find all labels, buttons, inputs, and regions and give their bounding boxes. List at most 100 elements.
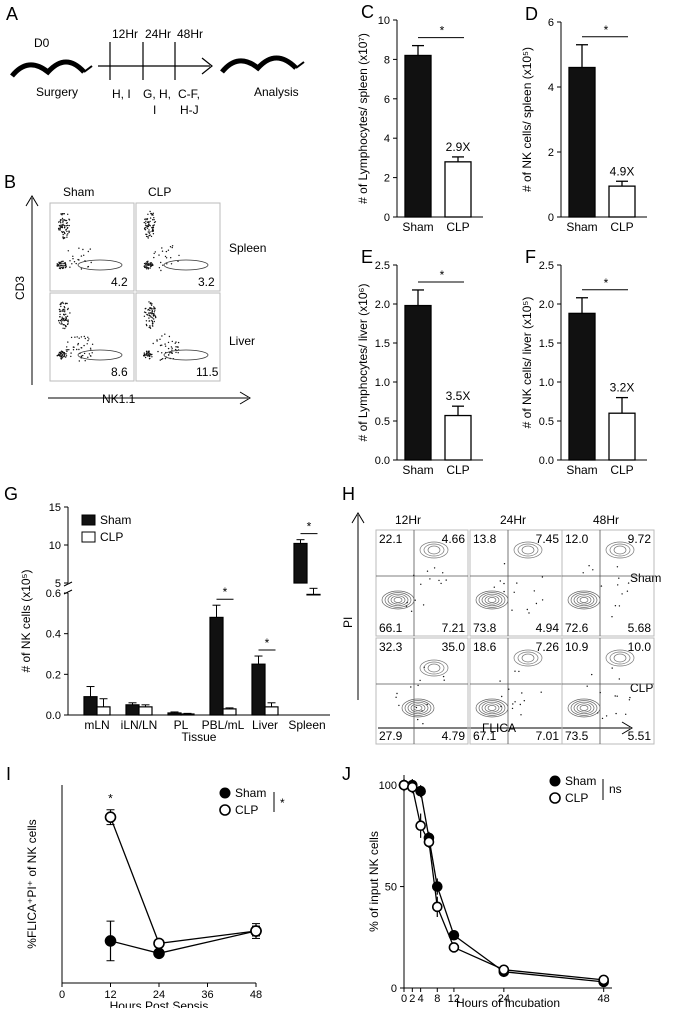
cd3-positive-cluster	[63, 226, 66, 229]
scatter-dots	[78, 360, 81, 362]
outlier-dots	[426, 570, 429, 572]
scatter-dots	[66, 346, 68, 348]
y-tick-label: 0.0	[375, 455, 390, 467]
contour-line	[579, 705, 589, 711]
data-point-clp	[415, 820, 426, 832]
contour-line	[475, 590, 509, 610]
outlier-dots	[499, 580, 501, 582]
outlier-dots	[503, 563, 506, 565]
scatter-dots	[76, 336, 78, 338]
quadrant-value-lr: 7.21	[442, 621, 466, 635]
double-negative-cluster	[64, 263, 67, 265]
x-tick-label: Sham	[566, 463, 597, 477]
contour-line	[475, 698, 509, 718]
legend-swatch-clp	[81, 531, 96, 543]
double-negative-cluster	[64, 262, 66, 264]
cd3-positive-cluster	[59, 227, 61, 229]
cd3-positive-cluster	[152, 219, 154, 221]
cd3-positive-cluster	[154, 221, 157, 223]
cd3-positive-cluster	[147, 221, 149, 223]
bar-clp	[444, 161, 472, 218]
scatter-dots	[87, 339, 89, 342]
double-negative-cluster	[62, 264, 64, 267]
scatter-dots	[80, 336, 83, 338]
cd3-positive-cluster	[62, 310, 64, 312]
flica-label: FLICA	[482, 721, 516, 735]
cd3-positive-cluster	[66, 227, 69, 229]
outlier-dots	[423, 666, 425, 668]
scatter-dots	[175, 341, 177, 343]
outlier-dots	[419, 679, 421, 682]
outlier-dots	[600, 585, 603, 587]
y-tick-label: 0.4	[46, 629, 61, 641]
cd3-positive-cluster	[149, 220, 151, 223]
data-point-clp	[153, 937, 165, 950]
cd3-positive-cluster	[153, 219, 155, 221]
panel-a-analysis: Analysis	[254, 85, 299, 99]
mouse-icon-left	[10, 59, 93, 78]
data-point-sham	[431, 881, 443, 892]
cd3-positive-cluster	[59, 303, 61, 306]
scatter-dots	[167, 249, 170, 251]
contour-line	[521, 545, 535, 555]
contour-line	[521, 653, 535, 663]
double-negative-cluster	[145, 354, 148, 356]
cd3-positive-cluster	[153, 320, 155, 323]
panel-f-chart: F 0.0 0.5 1.0 1.5 2.0 2.5 Sham CLP * 3.2X # of NK c…	[520, 247, 647, 477]
contour-line	[513, 541, 543, 559]
legend-significance: *	[280, 796, 285, 810]
cd3-positive-cluster	[152, 212, 154, 214]
double-negative-cluster	[147, 353, 149, 356]
cd3-positive-cluster	[146, 233, 148, 236]
outlier-dots	[413, 574, 415, 576]
x-tick-label: Sham	[402, 463, 433, 477]
scatter-dots	[161, 335, 163, 337]
cd3-positive-cluster	[61, 225, 63, 227]
outlier-dots	[617, 584, 619, 586]
scatter-dots	[164, 345, 167, 347]
scatter-dots	[164, 343, 166, 345]
y-tick-label: 1.5	[539, 338, 554, 350]
contour-line	[573, 701, 595, 715]
contour-line	[427, 663, 441, 673]
cd3-positive-cluster	[67, 319, 69, 321]
outlier-dots	[417, 718, 419, 721]
cd3-positive-cluster	[149, 315, 152, 317]
outlier-dots	[442, 675, 445, 678]
cd3-positive-cluster	[62, 319, 65, 321]
time-24-sub2: I	[153, 103, 156, 117]
panel-a-surgery: Surgery	[36, 85, 78, 99]
double-negative-cluster	[145, 268, 148, 270]
outlier-dots	[588, 565, 590, 567]
double-negative-cluster	[62, 262, 64, 265]
double-negative-cluster	[56, 265, 58, 267]
scatter-dots	[87, 356, 89, 358]
bar-sham	[404, 54, 432, 218]
double-negative-cluster	[58, 264, 60, 266]
cd3-positive-cluster	[153, 311, 156, 313]
contour-line	[384, 592, 412, 608]
cd3-positive-cluster	[67, 307, 69, 310]
contour-line	[423, 543, 445, 557]
scatter-dots	[67, 341, 69, 343]
contour-line	[427, 545, 441, 555]
bar-sham	[293, 542, 308, 584]
outlier-dots	[415, 706, 418, 709]
quadrant-value-ur: 7.45	[536, 532, 560, 546]
cd3-positive-cluster	[151, 303, 153, 305]
cd3-positive-cluster	[64, 303, 67, 305]
cd3-positive-cluster	[66, 222, 69, 224]
quadrant-plot	[375, 637, 469, 745]
double-negative-cluster	[61, 351, 64, 353]
double-negative-cluster	[145, 262, 147, 264]
outlier-dots	[433, 567, 436, 569]
legend-marker-clp	[219, 804, 231, 816]
double-negative-cluster	[146, 263, 148, 265]
cd3-positive-cluster	[148, 317, 150, 319]
value-clp-liver: 11.5	[196, 365, 219, 379]
cd3-positive-cluster	[66, 224, 69, 227]
double-negative-cluster	[61, 355, 63, 357]
significance-star: *	[440, 24, 445, 38]
double-negative-cluster	[146, 350, 148, 352]
cd3-label: CD3	[13, 276, 27, 300]
